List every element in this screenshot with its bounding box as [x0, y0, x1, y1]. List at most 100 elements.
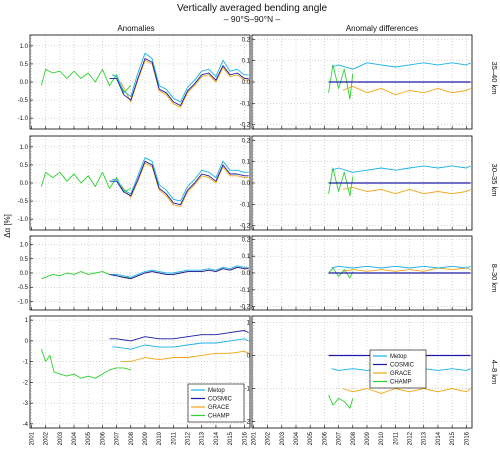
y-tick-label: -0.2 — [240, 224, 251, 230]
y-tick-label: -1 — [245, 386, 251, 392]
y-tick-label: -0.5 — [18, 285, 29, 291]
series-line-champ — [328, 64, 354, 100]
y-tick-label: -0.1 — [240, 101, 251, 107]
y-tick-label: -0.1 — [240, 202, 251, 208]
y-tick-label: 0.5 — [20, 62, 29, 68]
x-tick-label: 2001 — [251, 431, 257, 445]
panel-2-anomalies: 1.0 0.5 0.0 -0.5 -1.0 — [18, 135, 251, 231]
y-tick-label: 0.5 — [20, 257, 29, 263]
x-tick-label: 2007 — [115, 431, 121, 445]
panel-frame — [251, 235, 473, 311]
panel-frame — [29, 315, 251, 429]
legend-label-grace: GRACE — [208, 405, 229, 411]
x-tick-label: 2011 — [393, 431, 399, 445]
panel-3-anomalies: 1.0 0.5 0.0 -0.5 -1.0 — [18, 235, 251, 311]
x-tick-label: 2012 — [408, 431, 414, 445]
panel-2-differences: 0.2 0.1 0.0 -0.1 -0.2 — [240, 135, 473, 231]
x-tick-label: 2002 — [266, 431, 272, 445]
x-tick-label: 2005 — [86, 431, 92, 445]
y-tick-label: 0.0 — [242, 271, 251, 277]
x-tick-label: 2008 — [129, 431, 135, 445]
y-tick-label: -1.0 — [18, 217, 29, 223]
row-label-8-30: 8–30 km — [490, 264, 499, 293]
y-tick-label: -0.2 — [240, 123, 251, 129]
x-tick-label: 2011 — [171, 431, 177, 445]
y-tick-label: 0.0 — [20, 271, 29, 277]
series-line-grace — [120, 59, 249, 108]
panel-frame — [29, 235, 251, 311]
y-tick-label: -0.5 — [18, 199, 29, 205]
x-tick-label: 2003 — [280, 431, 286, 445]
y-tick-label: 1 — [247, 321, 251, 327]
y-tick-label: 0.5 — [20, 163, 29, 169]
y-tick-label: -0.5 — [18, 98, 29, 104]
y-tick-label: 0.2 — [242, 237, 251, 243]
x-tick-label: 2014 — [214, 431, 220, 445]
panel-3-differences: 0.2 0.1 0.0 -0.1 -0.2 — [240, 235, 473, 311]
panel-4-anomalies: 1 0 -1 -2 -3 -4 Metop COSMIC GRACE CHAMP — [23, 315, 251, 429]
y-tick-label: -4 — [23, 422, 29, 428]
x-tick-label: 2005 — [308, 431, 314, 445]
y-axis-label: Δα [%] — [3, 214, 12, 238]
x-tick-label: 2015 — [228, 431, 234, 445]
panel-frame — [251, 34, 473, 130]
x-tick-label: 2009 — [365, 431, 371, 445]
y-tick-label: -2 — [23, 380, 29, 386]
x-tick-label: 2012 — [186, 431, 192, 445]
x-tick-label: 2003 — [58, 431, 64, 445]
x-tick-label: 2002 — [44, 431, 50, 445]
series-line-metop — [112, 157, 249, 202]
y-tick-label: 0.0 — [20, 80, 29, 86]
series-line-champ — [328, 167, 354, 197]
series-line-metop — [331, 62, 471, 70]
legend-label-cosmic: COSMIC — [208, 397, 233, 403]
series-line-metop — [112, 265, 249, 278]
series-line-metop — [112, 52, 249, 103]
y-tick-label: -1 — [23, 360, 29, 366]
x-tick-label: 2010 — [157, 431, 163, 445]
y-tick-label: 1.0 — [20, 44, 29, 50]
x-tick-label: 2015 — [450, 431, 456, 445]
y-tick-label: 1 — [25, 318, 29, 324]
y-tick-label: 0.1 — [242, 59, 251, 65]
panel-frame — [29, 135, 251, 231]
x-tick-label: 2016 — [242, 431, 248, 445]
panel-frame — [251, 135, 473, 231]
y-tick-label: 0.1 — [242, 160, 251, 166]
x-tick-label: 2004 — [72, 431, 78, 445]
y-tick-label: -2 — [245, 419, 251, 425]
column-title-anomaly-differences: Anomaly differences — [346, 24, 418, 33]
series-line-cosmic — [109, 160, 249, 206]
series-line-champ — [40, 68, 132, 94]
y-tick-label: -3 — [23, 401, 29, 407]
y-tick-label: 0.2 — [242, 138, 251, 144]
chart-title: Vertically averaged bending angle — [177, 3, 328, 14]
row-label-35-40: 35–40 km — [490, 62, 499, 95]
panel-1-differences: 0.2 0.1 0.0 -0.1 -0.2 — [240, 34, 473, 130]
x-tick-label: 2008 — [351, 431, 357, 445]
panel-frame — [29, 34, 251, 130]
legend-label-cosmic: COSMIC — [390, 363, 415, 369]
y-tick-label: 0.0 — [242, 181, 251, 187]
series-line-champ — [328, 394, 354, 409]
series-line-champ — [40, 349, 131, 379]
x-tick-label: 2010 — [379, 431, 385, 445]
x-tick-label: 2001 — [29, 431, 35, 445]
x-tick-label: 2009 — [143, 431, 149, 445]
legend-label-metop: Metop — [208, 388, 225, 394]
series-line-cosmic — [109, 330, 249, 342]
series-line-grace — [342, 85, 471, 96]
series-line-grace — [342, 186, 471, 195]
series-line-metop — [331, 265, 471, 269]
y-tick-label: 1.0 — [20, 243, 29, 249]
y-tick-label: 0.2 — [242, 37, 251, 43]
series-line-champ — [41, 271, 131, 280]
series-line-grace — [120, 350, 249, 363]
x-tick-label: 2006 — [100, 431, 106, 445]
legend-label-champ: CHAMP — [208, 414, 230, 420]
panel-1-anomalies: 1.0 0.5 0.0 -0.5 -1.0 — [18, 34, 251, 130]
y-tick-label: 0.0 — [20, 181, 29, 187]
panel-4-differences: 1 0 -1 -2 Metop COSMIC GRACE CHAMP — [245, 315, 473, 429]
series-line-metop — [112, 338, 249, 350]
series-line-grace — [342, 388, 471, 394]
